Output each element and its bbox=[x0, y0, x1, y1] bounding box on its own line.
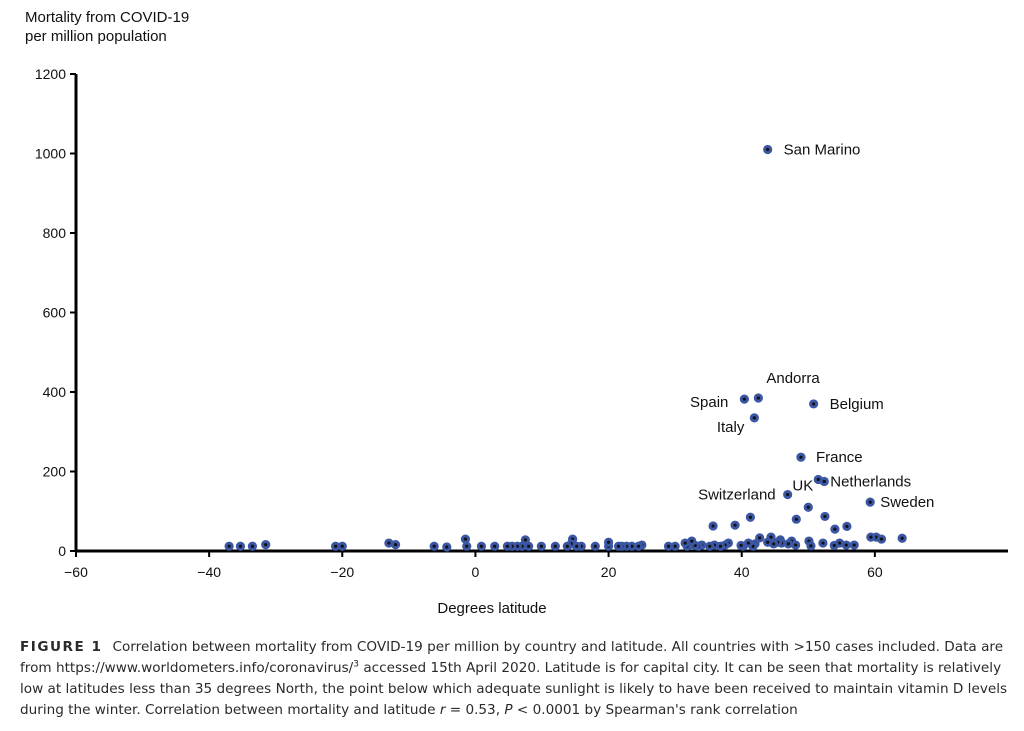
y-tick-label: 800 bbox=[43, 225, 67, 241]
x-tick-label: 40 bbox=[734, 564, 750, 580]
data-point bbox=[783, 539, 793, 549]
x-tick-label: 60 bbox=[867, 564, 883, 580]
figure-caption: FIGURE 1 Correlation between mortality fr… bbox=[20, 637, 1015, 721]
data-point bbox=[331, 541, 341, 551]
figure-label: FIGURE 1 bbox=[20, 639, 103, 655]
y-tick-label: 1200 bbox=[35, 66, 66, 82]
data-point bbox=[247, 541, 258, 551]
data-point bbox=[849, 540, 859, 550]
data-point bbox=[763, 144, 773, 155]
data-points bbox=[224, 144, 907, 552]
data-point bbox=[442, 542, 452, 552]
data-point bbox=[753, 393, 763, 403]
data-point bbox=[819, 476, 829, 487]
data-point bbox=[590, 541, 600, 551]
caption-r-symbol: r bbox=[439, 702, 446, 718]
x-axis-ticks: −60 −40 −20 0 20 40 60 bbox=[64, 551, 883, 580]
data-point bbox=[337, 541, 347, 551]
y-axis-label-line1: Mortality from COVID-19 bbox=[25, 9, 189, 26]
data-point bbox=[550, 541, 560, 551]
point-annotation: San Marino bbox=[784, 142, 861, 159]
caption-text-part1: Correlation between mortality from COVID… bbox=[20, 639, 1004, 676]
data-point bbox=[429, 541, 439, 551]
data-point bbox=[841, 540, 851, 550]
data-point bbox=[462, 541, 472, 551]
data-point bbox=[803, 502, 813, 512]
data-point bbox=[791, 540, 801, 550]
data-point bbox=[745, 512, 755, 522]
data-point bbox=[261, 540, 271, 550]
x-tick-label: −60 bbox=[64, 564, 88, 580]
data-point bbox=[736, 540, 746, 551]
data-point bbox=[818, 538, 828, 548]
y-tick-label: 200 bbox=[43, 464, 67, 480]
data-point bbox=[476, 541, 487, 551]
caption-reference: 3 bbox=[353, 659, 359, 670]
data-point bbox=[490, 541, 500, 551]
data-point bbox=[763, 537, 773, 547]
data-point bbox=[866, 532, 876, 542]
point-annotation: UK bbox=[792, 477, 813, 494]
x-tick-label: 0 bbox=[472, 564, 480, 580]
caption-p-value: < 0.0001 by Spearman's rank correlation bbox=[512, 702, 798, 718]
x-tick-label: 20 bbox=[601, 564, 617, 580]
point-annotation: Italy bbox=[717, 419, 745, 436]
data-point bbox=[705, 541, 715, 551]
x-axis-label: Degrees latitude bbox=[437, 600, 546, 617]
caption-r-value: = 0.53, bbox=[445, 702, 505, 718]
y-tick-label: 400 bbox=[43, 384, 67, 400]
point-annotation: Andorra bbox=[766, 370, 820, 387]
data-point bbox=[663, 541, 674, 551]
point-annotation: Spain bbox=[690, 394, 728, 411]
data-point bbox=[235, 541, 246, 551]
point-annotation: Switzerland bbox=[698, 487, 776, 504]
data-point bbox=[791, 514, 801, 524]
data-point bbox=[739, 394, 749, 404]
data-point bbox=[536, 541, 546, 551]
y-tick-label: 0 bbox=[58, 543, 66, 559]
data-point bbox=[806, 541, 816, 551]
data-point bbox=[460, 534, 471, 544]
point-annotation: Netherlands bbox=[830, 473, 911, 490]
data-point bbox=[829, 540, 839, 551]
data-point bbox=[603, 537, 614, 547]
y-axis-ticks: 0 200 400 600 800 1000 1200 bbox=[35, 66, 76, 559]
data-point bbox=[796, 452, 806, 462]
point-annotation: Sweden bbox=[880, 494, 934, 511]
point-annotation: Belgium bbox=[830, 396, 884, 413]
data-point bbox=[670, 541, 680, 551]
data-point bbox=[749, 413, 759, 423]
data-point bbox=[842, 521, 852, 531]
data-point bbox=[830, 524, 840, 534]
data-point bbox=[633, 541, 644, 551]
point-annotations: San Marino Andorra Spain Belgium Italy France… bbox=[690, 142, 934, 512]
data-point bbox=[783, 489, 793, 500]
data-point bbox=[613, 541, 624, 551]
data-point bbox=[809, 399, 819, 409]
scatter-chart: Mortality from COVID-19 per million popu… bbox=[25, 9, 1008, 617]
caption-p-symbol: P bbox=[504, 702, 513, 718]
data-point bbox=[384, 538, 394, 548]
y-tick-label: 1000 bbox=[35, 146, 66, 162]
data-point bbox=[730, 520, 740, 530]
data-point bbox=[865, 497, 875, 507]
data-point bbox=[708, 521, 718, 531]
x-tick-label: −20 bbox=[330, 564, 354, 580]
caption-text-part2: accessed 15th April 2020. Latitude is fo… bbox=[20, 660, 1008, 718]
point-annotation: France bbox=[816, 449, 863, 466]
data-point bbox=[687, 536, 697, 546]
x-tick-label: −40 bbox=[197, 564, 221, 580]
y-axis-label-line2: per million population bbox=[25, 28, 167, 45]
data-point bbox=[820, 511, 830, 522]
data-point bbox=[876, 534, 887, 544]
data-point bbox=[897, 533, 907, 543]
data-point bbox=[562, 541, 572, 551]
data-point bbox=[502, 541, 512, 551]
data-point bbox=[224, 541, 234, 551]
y-tick-label: 600 bbox=[43, 305, 67, 321]
